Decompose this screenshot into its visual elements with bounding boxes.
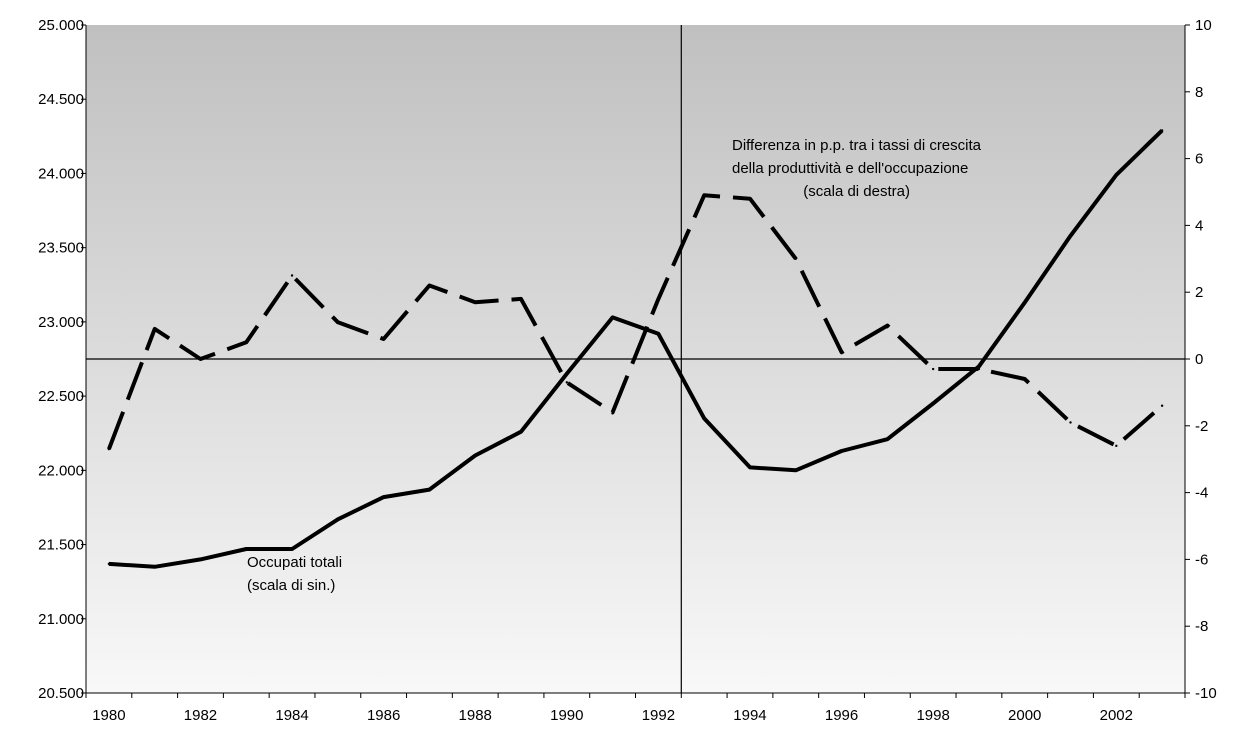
x-tick-label: 1992 bbox=[642, 707, 675, 724]
right-y-tick-label: 10 bbox=[1195, 17, 1212, 34]
solid-series-annotation-line: Occupati totali bbox=[247, 554, 342, 571]
right-y-tick-label: -4 bbox=[1195, 485, 1208, 502]
left-y-tick-label: 24.500 bbox=[38, 91, 84, 108]
series-1-point bbox=[382, 337, 385, 341]
left-y-tick-label: 20.500 bbox=[38, 685, 84, 702]
series-1-point bbox=[702, 194, 706, 197]
series-0-point bbox=[886, 437, 889, 441]
dashed-series-annotation-line: della produttività e dell'occupazione bbox=[732, 160, 968, 177]
series-0-point bbox=[657, 332, 660, 335]
left-y-tick-label: 23.500 bbox=[38, 240, 84, 257]
x-tick-label: 1984 bbox=[275, 707, 308, 724]
series-0-point bbox=[107, 562, 111, 566]
left-y-tick-label: 22.500 bbox=[38, 388, 84, 405]
series-0-point bbox=[931, 402, 935, 405]
series-1-point bbox=[290, 274, 294, 277]
series-0-point bbox=[1160, 129, 1164, 132]
left-y-tick-label: 21.000 bbox=[38, 611, 84, 628]
series-1-point bbox=[840, 351, 843, 354]
series-1-point bbox=[748, 197, 752, 200]
right-y-tick-label: 4 bbox=[1195, 217, 1203, 234]
series-0-point bbox=[199, 558, 202, 561]
left-y-tick-label: 23.000 bbox=[38, 314, 84, 331]
x-tick-label: 1994 bbox=[733, 707, 766, 724]
right-y-tick-label: -2 bbox=[1195, 418, 1208, 435]
series-1-point bbox=[199, 357, 202, 361]
series-1-point bbox=[657, 297, 660, 301]
series-0-point bbox=[611, 316, 614, 319]
right-y-tick-label: -8 bbox=[1195, 618, 1208, 635]
x-tick-label: 1990 bbox=[550, 707, 583, 724]
left-y-tick-label: 21.500 bbox=[38, 537, 84, 554]
series-1-point bbox=[336, 321, 340, 324]
series-0-point bbox=[1023, 301, 1026, 304]
right-y-tick-label: 2 bbox=[1195, 284, 1203, 301]
series-1-point bbox=[1115, 444, 1118, 448]
x-tick-label: 1988 bbox=[459, 707, 492, 724]
right-y-tick-label: 0 bbox=[1195, 351, 1203, 368]
x-tick-label: 1982 bbox=[184, 707, 217, 724]
series-1-point bbox=[245, 341, 248, 344]
series-1-point bbox=[565, 381, 569, 384]
series-0-point bbox=[702, 417, 706, 420]
series-1-point bbox=[1069, 421, 1072, 424]
series-1-point bbox=[474, 301, 477, 304]
x-tick-label: 1980 bbox=[92, 707, 125, 724]
series-1-point bbox=[519, 297, 523, 301]
right-y-tick-label: 6 bbox=[1195, 151, 1203, 168]
series-1-point bbox=[153, 327, 156, 331]
series-1-point bbox=[1023, 377, 1026, 381]
series-0-point bbox=[565, 372, 569, 376]
series-0-point bbox=[1069, 234, 1072, 237]
series-0-point bbox=[428, 488, 431, 491]
series-0-point bbox=[290, 547, 294, 551]
solid-series-line bbox=[108, 128, 1164, 569]
series-0-point bbox=[519, 430, 523, 433]
x-tick-label: 1986 bbox=[367, 707, 400, 724]
left-y-tick-label: 24.000 bbox=[38, 165, 84, 182]
series-0-point bbox=[382, 495, 385, 499]
right-y-tick-label: 8 bbox=[1195, 84, 1203, 101]
series-1-point bbox=[931, 367, 935, 371]
dashed-series-annotation-line: Differenza in p.p. tra i tassi di cresci… bbox=[732, 137, 982, 154]
x-tick-label: 2002 bbox=[1100, 707, 1133, 724]
solid-series-annotation-line: (scala di sin.) bbox=[247, 577, 335, 594]
x-tick-label: 1998 bbox=[916, 707, 949, 724]
x-tick-label: 1996 bbox=[825, 707, 858, 724]
series-0-point bbox=[748, 466, 752, 469]
series-0-point bbox=[977, 365, 981, 368]
series-1-point bbox=[794, 257, 797, 260]
series-0-point bbox=[336, 518, 340, 521]
series-1-point bbox=[611, 411, 614, 414]
series-1-point bbox=[977, 367, 981, 371]
x-tick-label: 2000 bbox=[1008, 707, 1041, 724]
dashed-series-annotation-line: (scala di destra) bbox=[803, 183, 910, 200]
dashed-series-line bbox=[107, 193, 1164, 450]
left-y-tick-label: 25.000 bbox=[38, 17, 84, 34]
series-1-point bbox=[886, 324, 889, 327]
series-0-point bbox=[794, 469, 797, 472]
series-1-point bbox=[428, 284, 431, 287]
series-1-point bbox=[107, 447, 111, 451]
right-y-tick-label: -6 bbox=[1195, 551, 1208, 568]
right-y-tick-label: -10 bbox=[1195, 685, 1217, 702]
series-0-point bbox=[1115, 173, 1118, 177]
series-0-point bbox=[153, 565, 156, 569]
series-0-point bbox=[474, 454, 477, 457]
series-0-point bbox=[840, 449, 843, 453]
series-1-point bbox=[1160, 404, 1164, 407]
series-0-point bbox=[245, 547, 248, 551]
left-y-tick-label: 22.000 bbox=[38, 462, 84, 479]
